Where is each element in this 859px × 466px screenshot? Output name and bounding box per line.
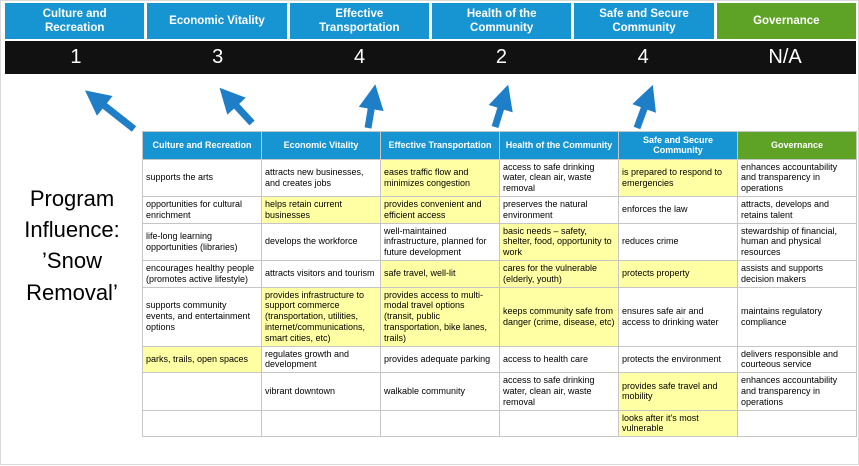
matrix-cell-r1c3: preserves the natural environment <box>499 196 619 224</box>
matrix-cell-r2c3: basic needs – safety, shelter, food, opp… <box>499 222 619 262</box>
table-row: parks, trails, open spaces regulates grow… <box>142 345 857 374</box>
matrix-cell-r5c4: protects the environment <box>618 345 738 374</box>
matrix-cell-r3c1: attracts visitors and tourism <box>261 260 381 288</box>
matrix-cell-r0c3: access to safe drinking water, clean air… <box>499 158 619 198</box>
matrix-cell-r5c5: delivers responsible and courteous servi… <box>737 345 857 374</box>
table-row: looks after it's most vulnerable <box>142 409 857 438</box>
score-value-1: 3 <box>212 46 224 68</box>
matrix-header-5: Governance <box>737 131 857 160</box>
matrix-cell-r1c4: enforces the law <box>618 196 738 224</box>
category-header-4: Safe and Secure Community <box>574 3 714 39</box>
matrix-cell-r0c2: eases traffic flow and minimizes congest… <box>380 158 500 198</box>
matrix-cell-r3c2: safe travel, well-lit <box>380 260 500 288</box>
matrix-cell-r7c0 <box>142 409 262 438</box>
matrix-header-2: Effective Transportation <box>380 131 500 160</box>
table-row: opportunities for cultural enrichment hel… <box>142 196 857 224</box>
category-header-3: Health of the Community <box>431 3 572 39</box>
matrix-cell-r4c5: maintains regulatory compliance <box>737 286 857 347</box>
matrix-cell-r6c5: enhances accountability and transparency… <box>737 372 857 411</box>
matrix-cell-r0c0: supports the arts <box>142 158 262 198</box>
matrix-cell-r2c1: develops the workforce <box>261 222 381 262</box>
matrix-cell-r1c1: helps retain current businesses <box>261 196 381 224</box>
matrix-cell-r4c4: ensures safe air and access to drinking … <box>618 286 738 347</box>
matrix-cell-r5c0: parks, trails, open spaces <box>142 345 262 374</box>
matrix-cell-r3c3: cares for the vulnerable (elderly, youth… <box>499 260 619 288</box>
table-row: encourages healthy people (promotes acti… <box>142 260 857 288</box>
score-row: 1 3 4 2 4 N/A <box>5 41 856 74</box>
category-header-1: Economic Vitality <box>147 3 287 39</box>
matrix-header-1: Economic Vitality <box>261 131 381 160</box>
category-header-row: Culture and Recreation Economic Vitality E… <box>5 3 856 39</box>
table-row: life-long learning opportunities (librar… <box>142 222 857 262</box>
matrix-cell-r4c0: supports community events, and entertain… <box>142 286 262 347</box>
matrix-cell-r6c2: walkable community <box>380 372 500 411</box>
category-header-0: Culture and Recreation <box>5 3 145 39</box>
score-value-3: 2 <box>495 46 507 68</box>
matrix-cell-r6c4: provides safe travel and mobility <box>618 372 738 411</box>
matrix-cell-r4c1: provides infrastructure to support comme… <box>261 286 381 347</box>
matrix-cell-r0c5: enhances accountability and transparency… <box>737 158 857 198</box>
matrix-cell-r4c2: provides access to multi-modal travel op… <box>380 286 500 347</box>
matrix-cell-r5c1: regulates growth and development <box>261 345 381 374</box>
category-header-5: Governance <box>716 3 856 39</box>
matrix-body: supports the arts attracts new businesses… <box>142 158 857 438</box>
page-title: Program Influence: ’Snow Removal’ <box>24 186 120 305</box>
matrix-cell-r7c3 <box>499 409 619 438</box>
up-arrow-icon <box>632 84 656 130</box>
matrix-cell-r1c2: provides convenient and efficient access <box>380 196 500 224</box>
matrix-cell-r6c3: access to safe drinking water, clean air… <box>499 372 619 411</box>
matrix-cell-r7c5 <box>737 409 857 438</box>
matrix-cell-r3c0: encourages healthy people (promotes acti… <box>142 260 262 288</box>
category-header-2: Effective Transportation <box>289 3 429 39</box>
matrix-header-row: Culture and Recreation Economic Vitality E… <box>142 131 857 160</box>
matrix-cell-r7c1 <box>261 409 381 438</box>
table-row: supports the arts attracts new businesses… <box>142 158 857 198</box>
matrix-cell-r7c4: looks after it's most vulnerable <box>618 409 738 438</box>
influence-table: Culture and Recreation Economic Vitality E… <box>142 131 857 438</box>
matrix-cell-r6c1: vibrant downtown <box>261 372 381 411</box>
up-arrow-icon <box>219 87 255 126</box>
up-arrow-icon <box>358 84 384 129</box>
matrix-cell-r7c2 <box>380 409 500 438</box>
matrix-cell-r5c3: access to health care <box>499 345 619 374</box>
score-value-5: N/A <box>768 46 802 68</box>
matrix-cell-r3c5: assists and supports decision makers <box>737 260 857 288</box>
matrix-cell-r4c3: keeps community safe from danger (crime,… <box>499 286 619 347</box>
matrix-cell-r3c4: protects property <box>618 260 738 288</box>
table-row: supports community events, and entertain… <box>142 286 857 347</box>
table-row: vibrant downtown walkable community access… <box>142 372 857 411</box>
score-value-4: 4 <box>637 46 649 68</box>
up-arrow-icon <box>85 90 137 132</box>
up-arrow-icon <box>488 84 513 129</box>
matrix-cell-r1c0: opportunities for cultural enrichment <box>142 196 262 224</box>
matrix-header-0: Culture and Recreation <box>142 131 262 160</box>
score-value-2: 4 <box>354 46 366 68</box>
matrix-cell-r0c1: attracts new businesses, and creates job… <box>261 158 381 198</box>
score-value-0: 1 <box>70 46 82 68</box>
matrix-cell-r2c5: stewardship of financial, human and phys… <box>737 222 857 262</box>
matrix-cell-r2c0: life-long learning opportunities (librar… <box>142 222 262 262</box>
matrix-cell-r5c2: provides adequate parking <box>380 345 500 374</box>
matrix-cell-r1c5: attracts, develops and retains talent <box>737 196 857 224</box>
matrix-cell-r6c0 <box>142 372 262 411</box>
matrix-header-3: Health of the Community <box>499 131 619 160</box>
matrix-cell-r2c2: well-maintained infrastructure, planned … <box>380 222 500 262</box>
matrix-cell-r0c4: is prepared to respond to emergencies <box>618 158 738 198</box>
matrix-cell-r2c4: reduces crime <box>618 222 738 262</box>
matrix-header-4: Safe and Secure Community <box>618 131 738 160</box>
